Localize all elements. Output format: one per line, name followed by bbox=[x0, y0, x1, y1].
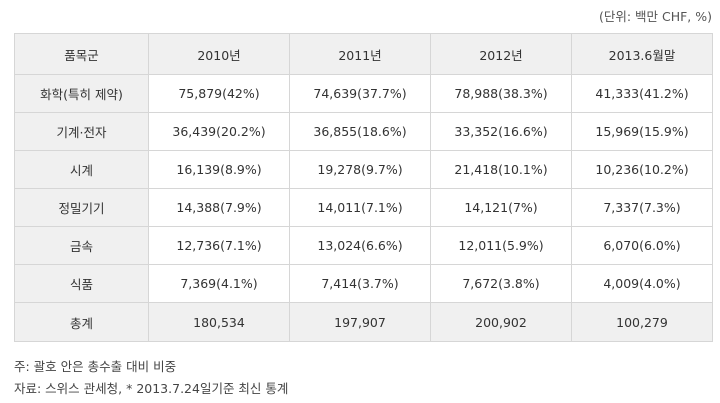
header-cell: 2010년 bbox=[148, 33, 290, 75]
footnote-ratio: 주: 괄호 안은 총수출 대비 비중 bbox=[14, 359, 177, 374]
table-row: 식품 7,369(4.1%) 7,414(3.7%) 7,672(3.8%) 4… bbox=[14, 264, 713, 303]
table-cell: 36,439(20.2%) bbox=[148, 112, 290, 151]
table-cell: 10,236(10.2%) bbox=[571, 150, 713, 189]
table-row: 기계·전자 36,439(20.2%) 36,855(18.6%) 33,352… bbox=[14, 112, 713, 151]
table-row: 시계 16,139(8.9%) 19,278(9.7%) 21,418(10.1… bbox=[14, 150, 713, 189]
table-cell: 14,011(7.1%) bbox=[289, 188, 431, 227]
table-cell: 15,969(15.9%) bbox=[571, 112, 713, 151]
table-cell: 33,352(16.6%) bbox=[430, 112, 572, 151]
header-cell: 2011년 bbox=[289, 33, 431, 75]
table-cell: 14,121(7%) bbox=[430, 188, 572, 227]
table-cell: 197,907 bbox=[289, 302, 431, 342]
header-cell: 2013.6월말 bbox=[571, 33, 713, 75]
footnotes: 주: 괄호 안은 총수출 대비 비중 자료: 스위스 관세청, * 2013.7… bbox=[14, 356, 288, 400]
table-cell: 41,333(41.2%) bbox=[571, 74, 713, 113]
table-cell: 180,534 bbox=[148, 302, 290, 342]
row-label: 총계 bbox=[14, 302, 149, 342]
table-cell: 100,279 bbox=[571, 302, 713, 342]
table-cell: 75,879(42%) bbox=[148, 74, 290, 113]
table-cell: 7,672(3.8%) bbox=[430, 264, 572, 303]
row-label: 금속 bbox=[14, 226, 149, 265]
table-total-row: 총계 180,534 197,907 200,902 100,279 bbox=[14, 302, 713, 342]
row-label: 시계 bbox=[14, 150, 149, 189]
table-cell: 4,009(4.0%) bbox=[571, 264, 713, 303]
table-row: 금속 12,736(7.1%) 13,024(6.6%) 12,011(5.9%… bbox=[14, 226, 713, 265]
table-header-row: 품목군 2010년 2011년 2012년 2013.6월말 bbox=[14, 33, 713, 75]
table-cell: 21,418(10.1%) bbox=[430, 150, 572, 189]
table-cell: 14,388(7.9%) bbox=[148, 188, 290, 227]
footnote-source: 자료: 스위스 관세청, * 2013.7.24일기준 최신 통계 bbox=[14, 381, 289, 396]
table-row: 화학(특히 제약) 75,879(42%) 74,639(37.7%) 78,9… bbox=[14, 74, 713, 113]
unit-note: (단위: 백만 CHF, %) bbox=[598, 9, 712, 24]
table-cell: 6,070(6.0%) bbox=[571, 226, 713, 265]
table-cell: 16,139(8.9%) bbox=[148, 150, 290, 189]
header-cell: 품목군 bbox=[14, 33, 149, 75]
row-label: 정밀기기 bbox=[14, 188, 149, 227]
row-label: 식품 bbox=[14, 264, 149, 303]
table-cell: 200,902 bbox=[430, 302, 572, 342]
table-cell: 36,855(18.6%) bbox=[289, 112, 431, 151]
row-label: 기계·전자 bbox=[14, 112, 149, 151]
table-cell: 12,736(7.1%) bbox=[148, 226, 290, 265]
table-cell: 13,024(6.6%) bbox=[289, 226, 431, 265]
table-cell: 74,639(37.7%) bbox=[289, 74, 431, 113]
table-cell: 78,988(38.3%) bbox=[430, 74, 572, 113]
table-cell: 7,414(3.7%) bbox=[289, 264, 431, 303]
export-table: 품목군 2010년 2011년 2012년 2013.6월말 화학(특히 제약)… bbox=[14, 33, 713, 342]
table-cell: 12,011(5.9%) bbox=[430, 226, 572, 265]
table-cell: 7,369(4.1%) bbox=[148, 264, 290, 303]
header-cell: 2012년 bbox=[430, 33, 572, 75]
row-label: 화학(특히 제약) bbox=[14, 74, 149, 113]
table-cell: 19,278(9.7%) bbox=[289, 150, 431, 189]
table-cell: 7,337(7.3%) bbox=[571, 188, 713, 227]
table-row: 정밀기기 14,388(7.9%) 14,011(7.1%) 14,121(7%… bbox=[14, 188, 713, 227]
